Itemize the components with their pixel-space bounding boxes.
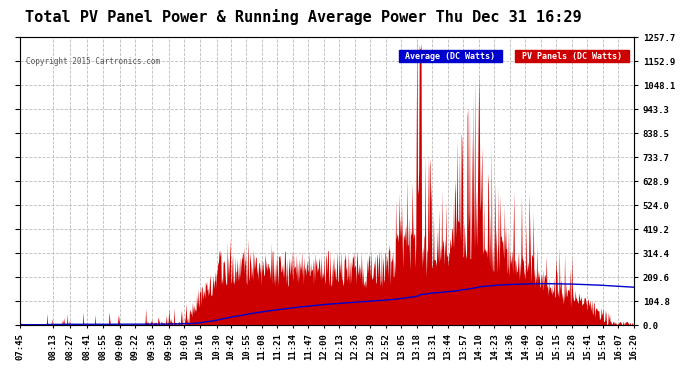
Text: Copyright 2015 Cartronics.com: Copyright 2015 Cartronics.com	[26, 57, 160, 66]
Text: PV Panels (DC Watts): PV Panels (DC Watts)	[517, 52, 627, 61]
Text: Total PV Panel Power & Running Average Power Thu Dec 31 16:29: Total PV Panel Power & Running Average P…	[26, 9, 582, 26]
Text: Average (DC Watts): Average (DC Watts)	[400, 52, 500, 61]
